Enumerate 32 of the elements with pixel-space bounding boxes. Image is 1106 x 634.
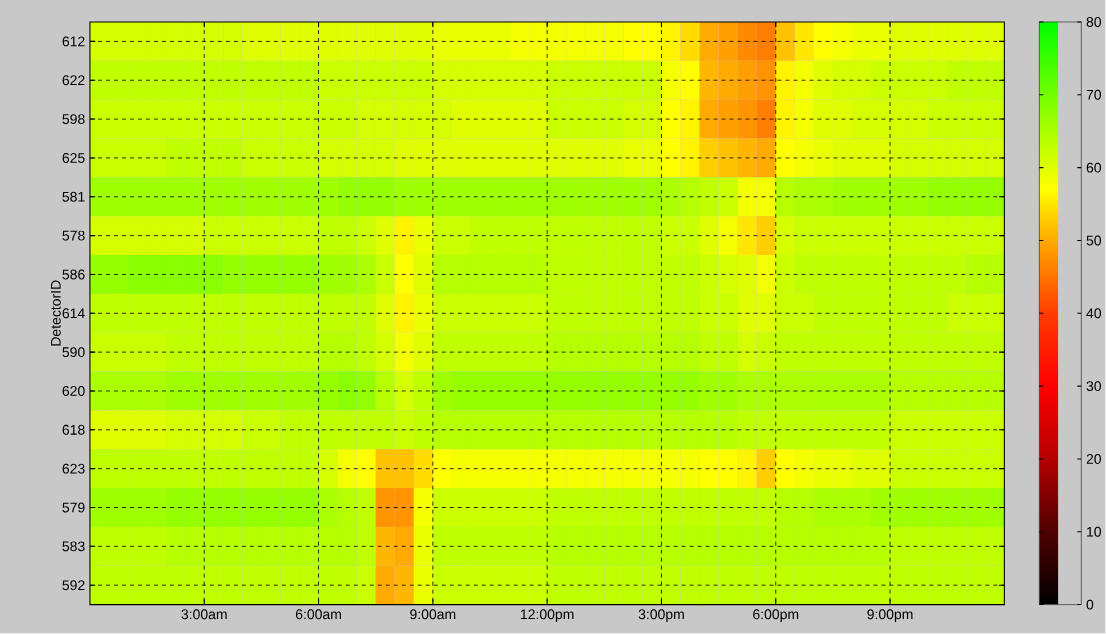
y-tick-label: 586 — [62, 269, 85, 280]
x-tick-label: 9:00pm — [867, 609, 913, 623]
x-tick-label: 6:00pm — [753, 609, 799, 623]
y-tick-label: 620 — [62, 386, 85, 397]
y-tick-label: 590 — [62, 347, 85, 358]
y-tick-label: 622 — [62, 75, 85, 86]
y-tick-label: 612 — [62, 36, 85, 47]
color-bar-label: 40 — [1086, 308, 1102, 319]
x-tick-label: 12:00pm — [520, 609, 574, 623]
color-bar-label: 0 — [1086, 599, 1094, 610]
y-tick-label: 625 — [62, 153, 85, 164]
color-bar-label: 20 — [1086, 454, 1102, 465]
color-bar-label: 60 — [1086, 162, 1102, 173]
y-axis-title: DetectorID — [50, 280, 61, 346]
x-tick-label: 6:00am — [295, 609, 341, 620]
x-tick-label: 3:00am — [181, 609, 227, 620]
y-tick-label: 592 — [62, 580, 85, 591]
x-tick-label: 9:00am — [410, 609, 456, 620]
color-bar-label: 10 — [1087, 527, 1102, 537]
y-tick-label: 623 — [62, 463, 85, 474]
y-tick-label: 583 — [62, 541, 85, 552]
color-bar-label: 30 — [1086, 381, 1102, 392]
y-tick-label: 578 — [62, 230, 85, 241]
y-tick-label: 598 — [62, 114, 85, 125]
x-tick-label: 3:00pm — [638, 609, 684, 623]
y-tick-label: 614 — [62, 308, 85, 319]
y-tick-label: 581 — [62, 192, 85, 202]
color-bar-label: 70 — [1086, 90, 1102, 100]
y-tick-label: 579 — [62, 502, 85, 513]
color-bar-label: 80 — [1086, 17, 1102, 28]
color-bar-label: 50 — [1086, 235, 1102, 246]
y-tick-label: 618 — [62, 425, 85, 435]
